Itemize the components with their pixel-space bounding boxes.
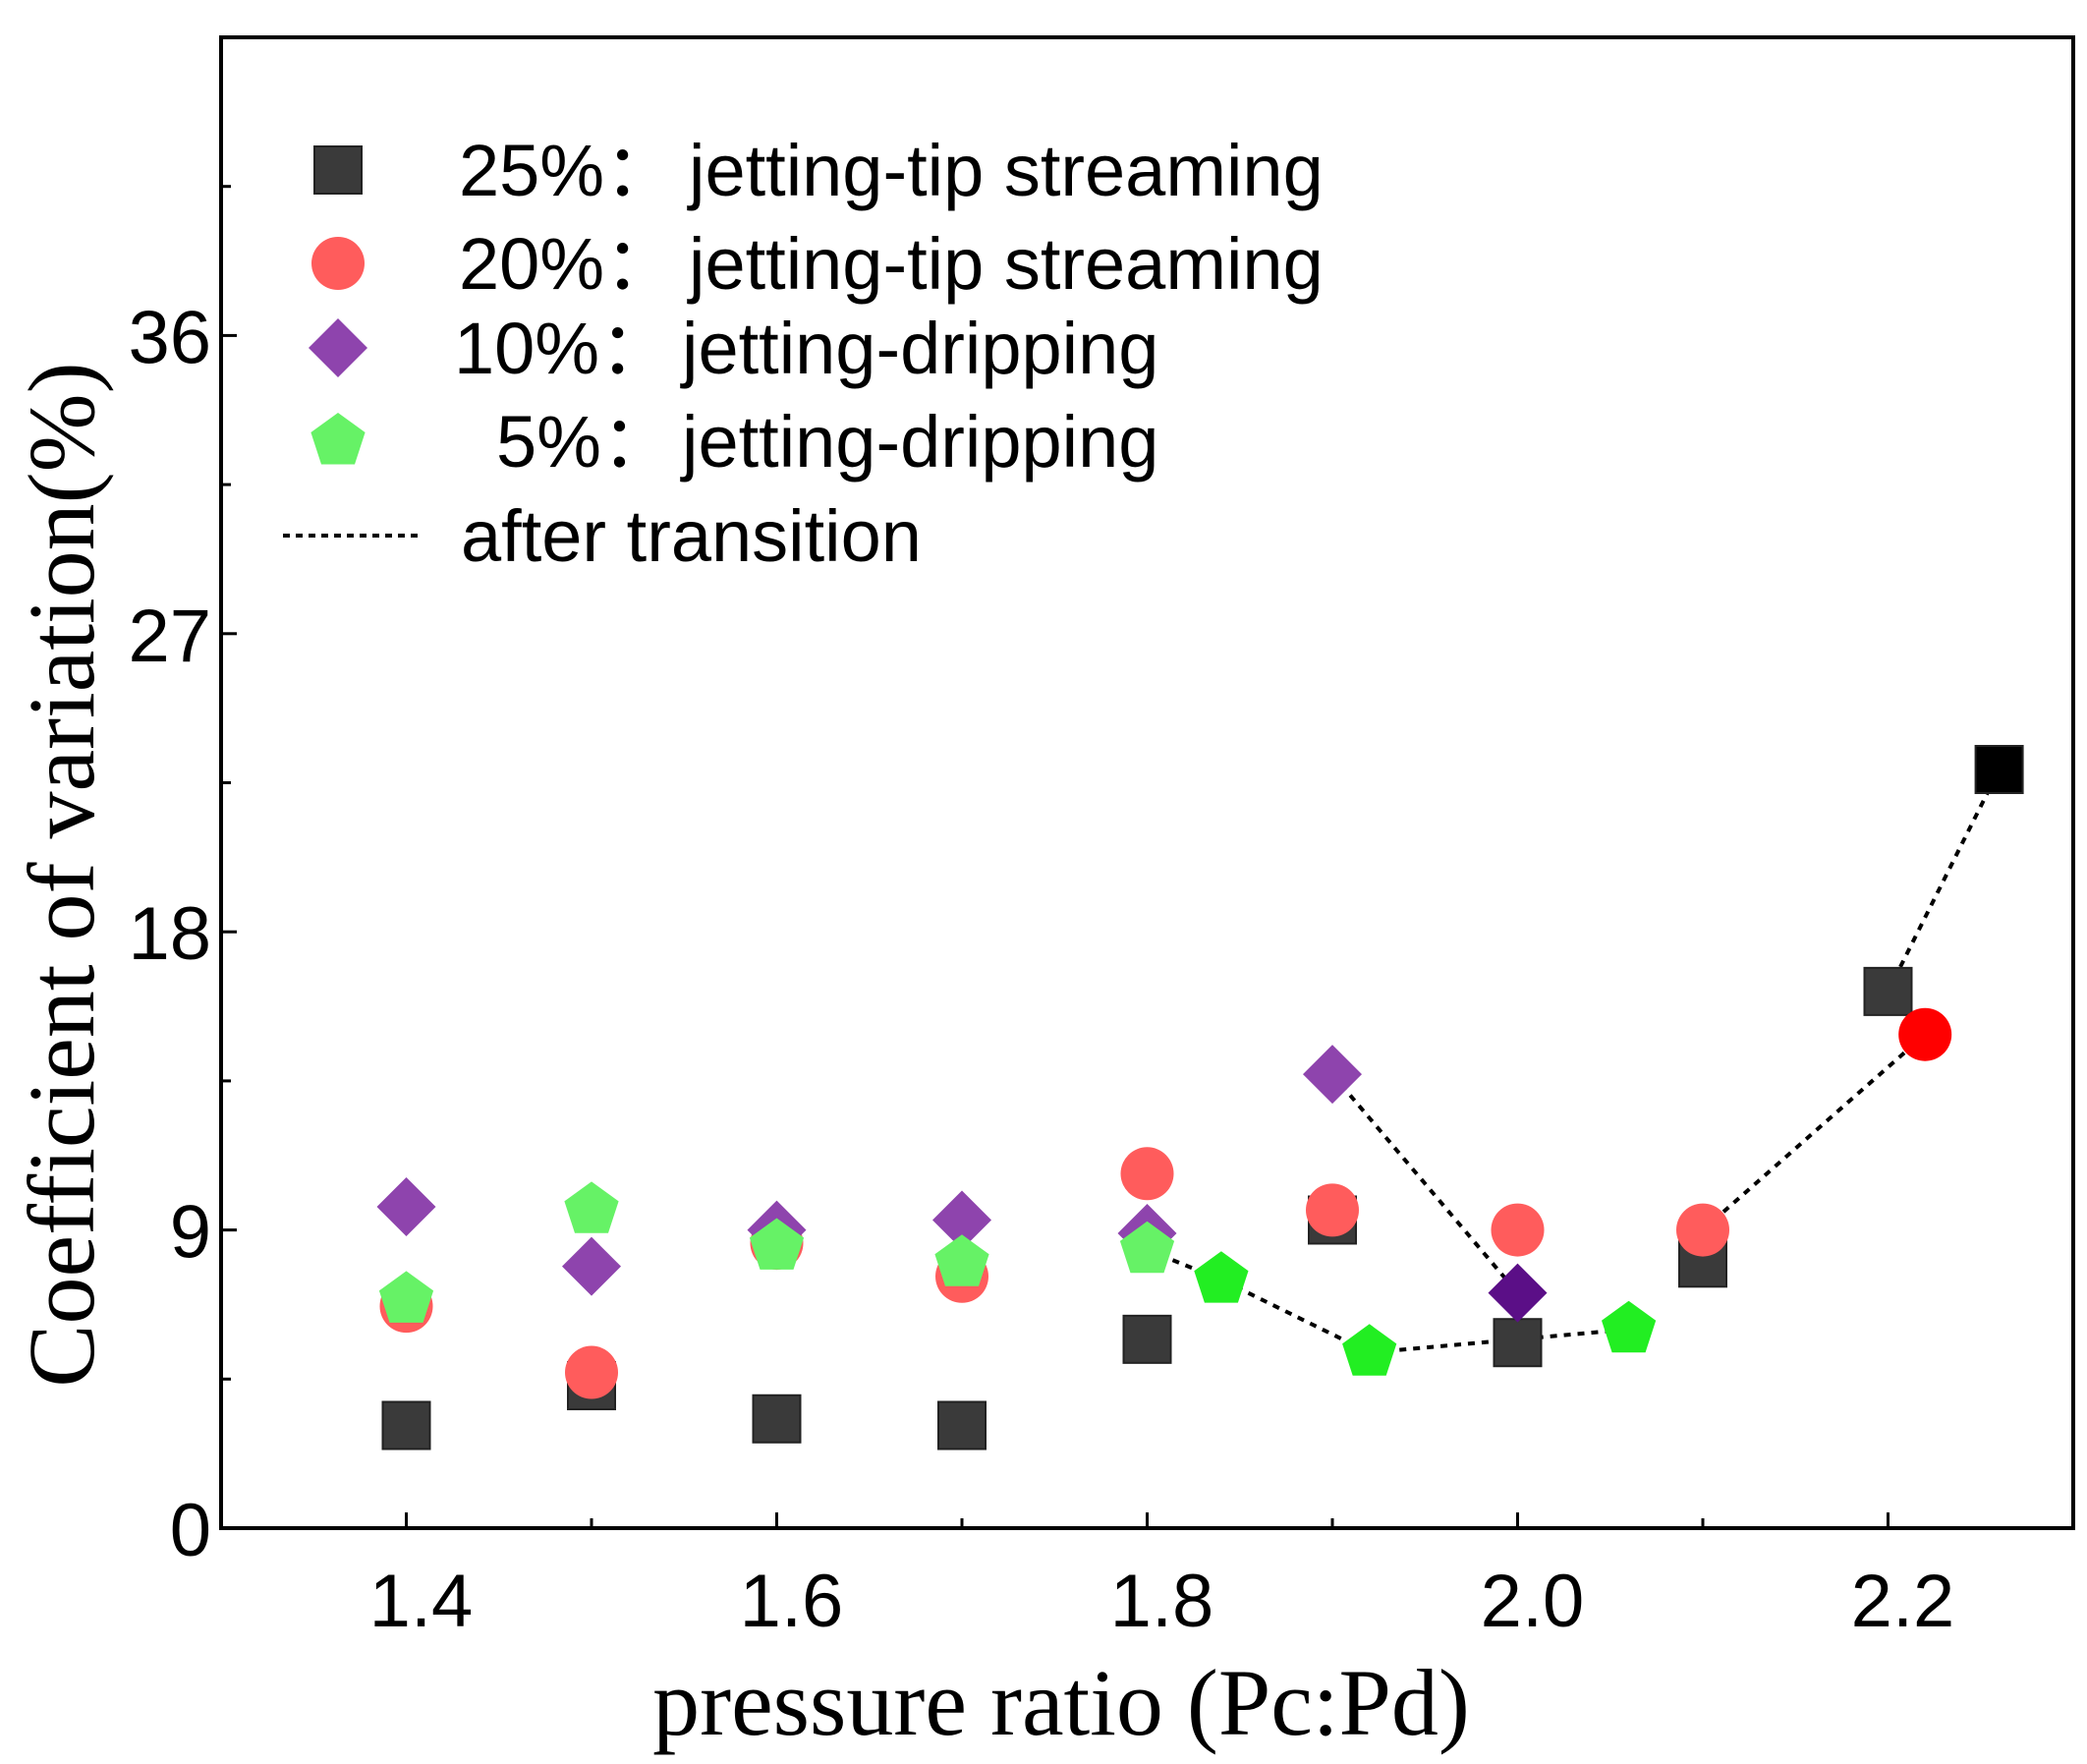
data-point-25pct bbox=[381, 1400, 431, 1451]
legend-marker-10pct bbox=[309, 318, 367, 377]
x-tick-label: 2.0 bbox=[1481, 1560, 1585, 1643]
data-point-20pct bbox=[1306, 1183, 1359, 1237]
data-point-5pct bbox=[934, 1234, 989, 1286]
y-tick-label: 18 bbox=[128, 892, 211, 976]
legend-percent: 25%： bbox=[459, 130, 677, 211]
data-point-25pct bbox=[1493, 1318, 1543, 1368]
y-tick-label: 27 bbox=[128, 595, 211, 678]
data-point-20pct bbox=[1676, 1203, 1729, 1257]
x-axis-label: pressure ratio (Pc:Pd) bbox=[652, 1650, 1470, 1755]
legend-label: jetting-tip streaming bbox=[687, 223, 1324, 305]
data-point-5pct bbox=[1119, 1221, 1175, 1274]
data-point-20pct bbox=[1120, 1147, 1174, 1201]
data-point-25pct bbox=[1974, 745, 2024, 795]
legend-label: jetting-dripping bbox=[680, 401, 1158, 483]
data-point-5pct bbox=[1342, 1324, 1397, 1376]
data-point-10pct bbox=[562, 1236, 621, 1296]
after-transition-line-10pct bbox=[1330, 1072, 1520, 1294]
data-point-5pct bbox=[1194, 1251, 1249, 1303]
x-tick-label: 1.8 bbox=[1110, 1560, 1214, 1643]
x-tick-label: 1.4 bbox=[369, 1560, 474, 1643]
after-transition-line-20pct bbox=[1701, 1033, 1927, 1232]
legend-label: after transition bbox=[461, 495, 922, 577]
data-point-20pct bbox=[1491, 1203, 1545, 1257]
y-tick-label: 36 bbox=[128, 296, 211, 379]
y-tick-label: 0 bbox=[170, 1489, 211, 1572]
data-point-10pct bbox=[376, 1177, 436, 1237]
data-point-10pct bbox=[1303, 1045, 1362, 1105]
data-point-5pct bbox=[564, 1181, 619, 1233]
data-point-5pct bbox=[378, 1271, 434, 1323]
data-point-10pct bbox=[932, 1190, 991, 1250]
data-point-5pct bbox=[749, 1218, 805, 1270]
data-point-25pct bbox=[752, 1394, 802, 1444]
legend-percent: 10%： bbox=[454, 308, 672, 389]
y-axis-label: Coefficient of variation(%) bbox=[9, 362, 114, 1387]
x-tick-label: 2.2 bbox=[1851, 1560, 1955, 1643]
data-point-20pct bbox=[565, 1345, 618, 1399]
legend-percent: 5%： bbox=[496, 401, 674, 483]
x-tick-label: 1.6 bbox=[740, 1560, 844, 1643]
legend-marker-5pct bbox=[310, 413, 366, 465]
legend-label: jetting-tip streaming bbox=[687, 130, 1324, 211]
legend-marker-25pct bbox=[313, 145, 363, 195]
data-point-25pct bbox=[1863, 966, 1913, 1016]
legend-percent: 20%： bbox=[459, 223, 677, 305]
data-point-25pct bbox=[937, 1400, 987, 1451]
legend-label: jetting-dripping bbox=[680, 308, 1158, 389]
after-transition-line-25pct bbox=[1886, 768, 2002, 993]
data-point-20pct bbox=[1898, 1007, 1952, 1061]
y-tick-label: 9 bbox=[170, 1191, 211, 1275]
data-point-10pct bbox=[1488, 1263, 1548, 1323]
legend-marker-20pct bbox=[311, 237, 365, 290]
data-point-5pct bbox=[1602, 1300, 1657, 1353]
data-point-25pct bbox=[1122, 1314, 1172, 1364]
